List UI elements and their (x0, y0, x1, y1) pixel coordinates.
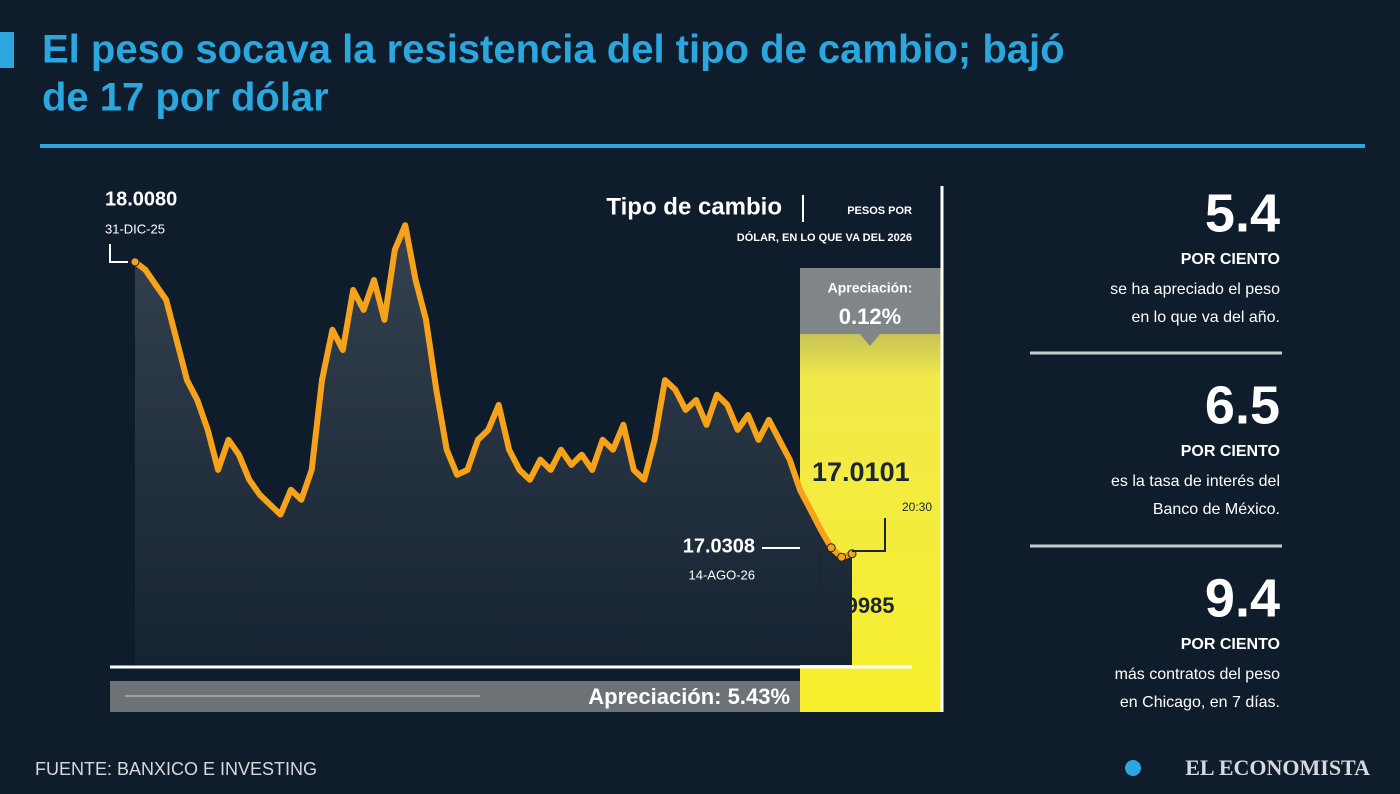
stat-unit: POR CIENTO (1181, 443, 1280, 460)
intraday-low-value: 16.9985 (815, 593, 895, 618)
title-line: de 17 por dólar (42, 76, 329, 120)
stat-unit: POR CIENTO (1181, 636, 1280, 653)
title-line: El peso socava la resistencia del tipo d… (42, 28, 1065, 72)
start-date: 31-DIC-25 (105, 221, 165, 236)
chart-title: Tipo de cambio (606, 193, 782, 220)
brand-logo (1125, 760, 1141, 776)
area (135, 225, 852, 665)
point (130, 257, 140, 267)
last-time: 20:30 (902, 500, 932, 514)
stat-value: 6.5 (1205, 375, 1280, 435)
stat-value: 9.4 (1205, 568, 1280, 628)
stat-text: más contratos del peso (1115, 666, 1281, 683)
stat-value: 5.4 (1205, 183, 1280, 243)
chart-subtitle: PESOS POR (847, 205, 912, 217)
title-marker (0, 32, 14, 68)
brand: EL ECONOMISTA (1185, 755, 1370, 780)
intraday-low-time: 16:30 (815, 628, 845, 642)
marks (130, 222, 857, 665)
line (132, 222, 855, 561)
stat-text: se ha apreciado el peso (1110, 281, 1280, 298)
stat-text: Banco de México. (1153, 501, 1280, 518)
today-box-pointer (860, 334, 880, 346)
point (826, 543, 836, 553)
stats: 5.4 POR CIENTO se ha apreciado el peso en l… (1110, 183, 1280, 711)
day-appreciation-value: 0.12% (839, 304, 901, 329)
last-value: 17.0101 (812, 457, 910, 487)
today-box (800, 268, 940, 334)
start-value: 18.0080 (105, 188, 177, 210)
stat-text: en lo que va del año. (1131, 309, 1280, 326)
point (837, 552, 847, 562)
low-close-date: 14-AGO-26 (689, 567, 755, 582)
source: FUENTE: BANXICO E INVESTING (35, 759, 317, 779)
leader (109, 244, 128, 263)
chart-subtitle: DÓLAR, EN LO QUE VA DEL 2026 (737, 231, 912, 244)
stat-text: en Chicago, en 7 días. (1120, 694, 1280, 711)
leader (852, 518, 886, 552)
day-appreciation-label: Apreciación: (828, 280, 913, 296)
year-appreciation: Apreciación: 5.43% (588, 684, 790, 709)
stat-text: es la tasa de interés del (1111, 473, 1280, 490)
low-close-value: 17.0308 (683, 535, 755, 557)
stat-unit: POR CIENTO (1181, 251, 1280, 268)
